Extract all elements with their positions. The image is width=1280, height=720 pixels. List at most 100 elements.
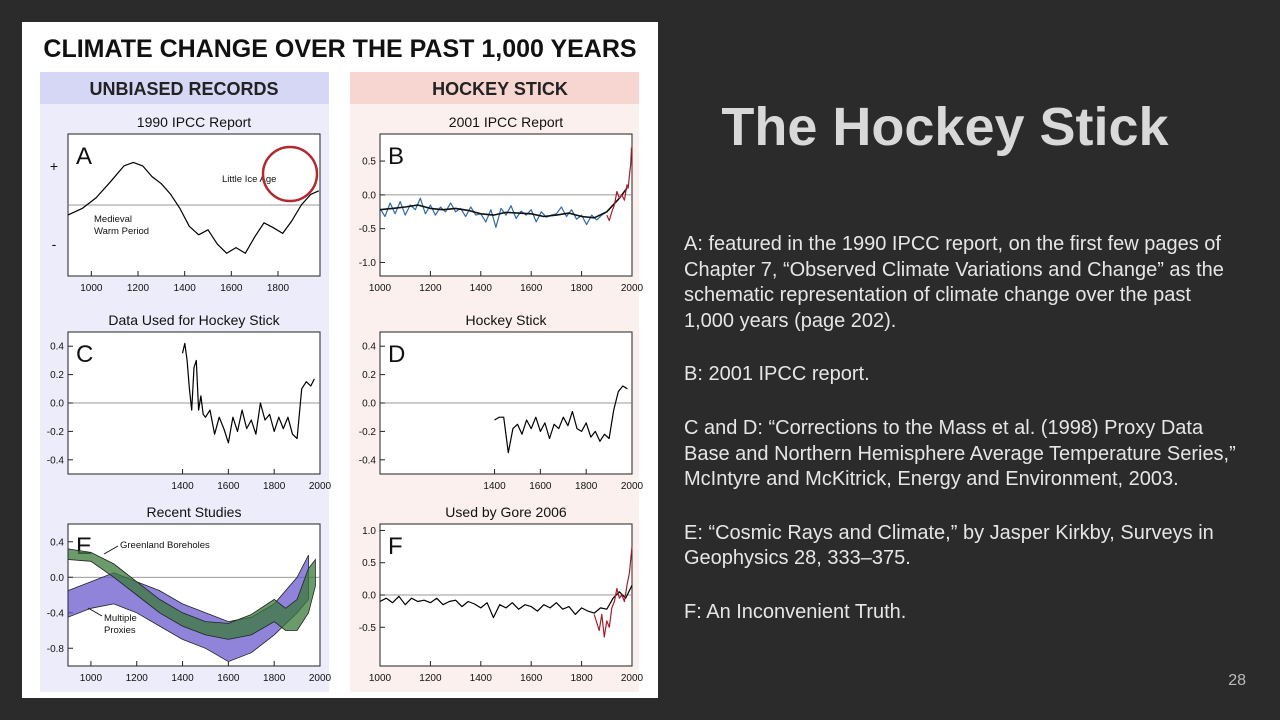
panel-title: Hockey Stick	[466, 312, 548, 328]
note-e: E: “Cosmic Rays and Climate,” by Jasper …	[684, 521, 1214, 570]
y-tick-label: -0.4	[47, 608, 65, 619]
y-tick-label: 0.4	[362, 342, 376, 353]
x-tick-label: 1600	[520, 673, 543, 684]
x-tick-label: 1600	[220, 283, 243, 294]
y-tick-label: -	[52, 236, 57, 252]
y-tick-label: -1.0	[359, 258, 377, 269]
x-tick-label: 1000	[369, 283, 392, 294]
note-c-d: C and D: “Corrections to the Mass et al.…	[684, 416, 1236, 491]
figure-canvas: CLIMATE CHANGE OVER THE PAST 1,000 YEARS…	[40, 35, 644, 692]
x-tick-label: 1600	[520, 283, 543, 294]
figure-title: CLIMATE CHANGE OVER THE PAST 1,000 YEARS	[43, 35, 636, 63]
panel-title: 1990 IPCC Report	[137, 114, 252, 130]
y-tick-label: -0.5	[359, 623, 377, 634]
x-tick-label: 1400	[470, 673, 493, 684]
x-tick-label: 1400	[174, 283, 197, 294]
panel-letter: B	[388, 143, 404, 170]
y-tick-label: -0.4	[47, 455, 65, 466]
x-tick-label: 1000	[80, 283, 103, 294]
x-tick-label: 1600	[217, 481, 240, 492]
climate-figure: CLIMATE CHANGE OVER THE PAST 1,000 YEARS…	[22, 22, 658, 698]
panel-title: Data Used for Hockey Stick	[108, 312, 280, 328]
x-tick-label: 1600	[529, 481, 552, 492]
right-header-band	[350, 72, 639, 104]
y-tick-label: 1.0	[362, 526, 376, 537]
note-f: F: An Inconvenient Truth.	[684, 600, 907, 623]
y-tick-label: 0.5	[362, 558, 376, 569]
y-tick-label: -0.8	[47, 644, 65, 655]
panel-c: Data Used for Hockey Stick C 1400 1600 1800 2…	[47, 312, 332, 492]
x-tick-label: 1000	[369, 673, 392, 684]
x-tick-label: 1400	[171, 673, 194, 684]
series-line-1	[379, 187, 628, 219]
left-header-band	[40, 72, 329, 104]
x-tick-label: 1800	[570, 673, 593, 684]
panel-letter: A	[76, 143, 92, 170]
panel-d: Hockey Stick D 1400 1600 1800 2000 0.4 0.2 0.0 -0…	[359, 312, 644, 492]
x-tick-label: 2000	[309, 673, 332, 684]
panel-f: Used by Gore 2006 F 1000 1200 1400 1600 1800 20…	[359, 504, 644, 684]
y-tick-label: -0.2	[359, 427, 377, 438]
slide-title: The Hockey Stick	[721, 97, 1169, 157]
y-tick-label: +	[50, 158, 58, 174]
y-tick-label: 0.0	[362, 399, 376, 410]
panel-letter: F	[388, 533, 403, 560]
y-tick-label: 0.0	[362, 190, 376, 201]
y-tick-label: 0.0	[50, 573, 64, 584]
x-tick-label: 1800	[575, 481, 598, 492]
annotation-arrow	[103, 545, 119, 555]
x-tick-label: 1800	[267, 283, 290, 294]
page-number: 28	[1228, 672, 1246, 689]
series-band-1	[67, 548, 316, 640]
y-tick-label: 0.4	[50, 537, 64, 548]
y-tick-label: -0.5	[359, 224, 377, 235]
x-tick-label: 1200	[419, 283, 442, 294]
x-tick-label: 2000	[621, 673, 644, 684]
x-tick-label: 1400	[171, 481, 194, 492]
y-tick-label: 0.0	[50, 399, 64, 410]
series-line-0	[67, 161, 320, 254]
panel-a: 1990 IPCC Report A 1000 1200 1400 1600 1800 + - L…	[50, 114, 321, 294]
x-tick-label: 2000	[621, 481, 644, 492]
y-tick-label: 0.2	[362, 370, 376, 381]
annotation-arrow	[87, 607, 103, 617]
y-tick-label: -0.4	[359, 455, 377, 466]
left-column-header: UNBIASED RECORDS	[89, 79, 278, 99]
series-line-0	[494, 385, 628, 454]
annotation-multiple: Multiple	[104, 613, 137, 624]
x-tick-label: 1400	[470, 283, 493, 294]
note-b: B: 2001 IPCC report.	[684, 363, 870, 386]
annotation-medieval: Medieval	[94, 214, 132, 225]
y-tick-label: 0.2	[50, 370, 64, 381]
x-tick-label: 1800	[263, 673, 286, 684]
right-column-header: HOCKEY STICK	[432, 79, 568, 99]
x-tick-label: 1600	[217, 673, 240, 684]
panel-letter: D	[388, 341, 405, 368]
y-tick-label: -0.2	[47, 427, 65, 438]
annotation-little-ice-age: Little Ice Age	[222, 174, 276, 185]
annotation-proxies: Proxies	[104, 625, 136, 636]
x-tick-label: 2000	[621, 283, 644, 294]
x-tick-label: 1200	[126, 673, 149, 684]
panel-title: Recent Studies	[147, 504, 242, 520]
series-line-0	[379, 585, 633, 619]
x-tick-label: 1800	[570, 283, 593, 294]
series-line-0	[181, 342, 315, 444]
chart-panels: 1990 IPCC Report A 1000 1200 1400 1600 1800 + - L…	[47, 114, 644, 684]
note-a: A: featured in the 1990 IPCC report, on …	[684, 233, 1224, 332]
y-tick-label: 0.0	[362, 591, 376, 602]
annotation-warm-period: Warm Period	[94, 226, 149, 237]
panel-title: 2001 IPCC Report	[449, 114, 564, 130]
y-tick-label: 0.5	[362, 157, 376, 168]
x-tick-label: 1000	[80, 673, 103, 684]
x-tick-label: 1800	[263, 481, 286, 492]
x-tick-label: 1400	[483, 481, 506, 492]
panel-letter: C	[76, 341, 93, 368]
series-line-1	[593, 546, 633, 638]
highlight-circle	[261, 145, 319, 203]
x-tick-label: 2000	[309, 481, 332, 492]
series-line-2	[606, 147, 633, 222]
y-tick-label: 0.4	[50, 342, 64, 353]
slide-notes: A: featured in the 1990 IPCC report, on …	[684, 232, 1244, 654]
